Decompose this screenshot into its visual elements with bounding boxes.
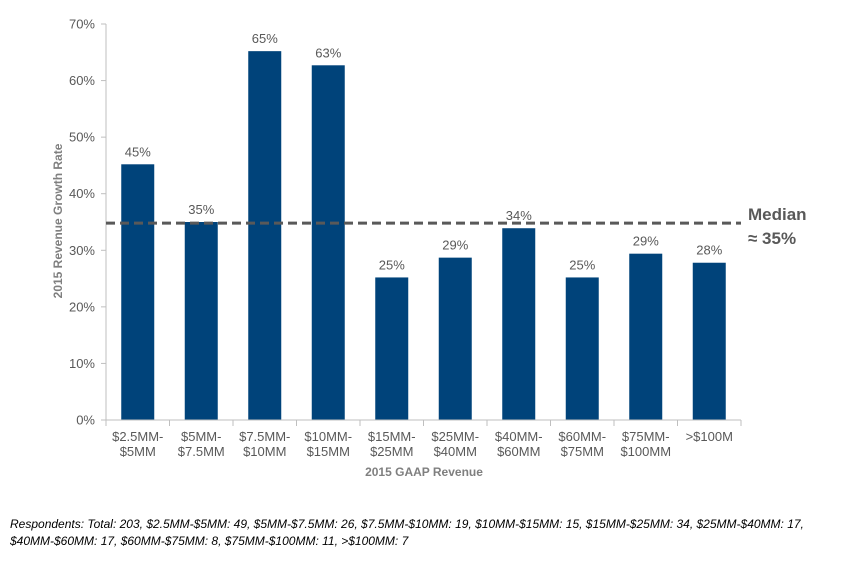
- data-label: 29%: [633, 234, 659, 249]
- bar: [248, 51, 282, 420]
- data-label: 29%: [442, 238, 468, 253]
- bar: [692, 262, 726, 420]
- respondents-footnote: Respondents: Total: 203, $2.5MM-$5MM: 49…: [10, 517, 804, 548]
- y-tick-label: 40%: [69, 186, 95, 201]
- x-tick-label: $2.5MM-$5MM: [112, 429, 163, 459]
- data-label: 45%: [125, 144, 151, 159]
- y-tick-label: 50%: [69, 130, 95, 145]
- bar: [565, 277, 599, 420]
- x-tick-label: $5MM-$7.5MM: [178, 429, 225, 459]
- data-label: 63%: [315, 45, 341, 60]
- bar: [629, 253, 663, 420]
- x-tick-label: $7.5MM-$10MM: [239, 429, 290, 459]
- bar: [121, 164, 155, 420]
- y-tick-label: 60%: [69, 73, 95, 88]
- y-tick-label: 10%: [69, 356, 95, 371]
- data-label: 25%: [379, 257, 405, 272]
- median-label: Median: [748, 205, 807, 224]
- x-tick-label: $60MM-$75MM: [558, 429, 606, 459]
- data-labels: 45% 35% 65% 63% 25% 29% 34% 25% 29% 28%: [125, 31, 723, 272]
- y-tick-label: 20%: [69, 299, 95, 314]
- bar: [184, 222, 218, 420]
- data-label: 35%: [188, 202, 214, 217]
- data-label: 65%: [252, 31, 278, 46]
- median-value: ≈ 35%: [748, 229, 796, 248]
- bar: [438, 257, 472, 420]
- x-tick-label: $15MM-$25MM: [368, 429, 416, 459]
- x-tick-label: >$100M: [686, 429, 733, 444]
- x-tick-label: $75MM-$100MM: [620, 429, 671, 459]
- x-tick-label: $10MM-$15MM: [304, 429, 352, 459]
- y-tick-label: 30%: [69, 243, 95, 258]
- y-tick-label: 0%: [76, 413, 95, 428]
- y-axis-ticks: 0% 10% 20% 30% 40% 50% 60% 70%: [69, 17, 107, 428]
- data-label: 28%: [696, 243, 722, 258]
- data-label: 34%: [506, 208, 532, 223]
- bar: [375, 277, 409, 420]
- median-line-group: Median ≈ 35%: [106, 205, 807, 248]
- data-label: 25%: [569, 257, 595, 272]
- bar: [502, 228, 536, 420]
- x-axis: $2.5MM-$5MM $5MM-$7.5MM $7.5MM-$10MM $10MM-…: [105, 419, 742, 459]
- x-axis-title: 2015 GAAP Revenue: [365, 465, 483, 479]
- bar: [311, 65, 345, 420]
- y-tick-label: 70%: [69, 17, 95, 32]
- bar-chart: 0% 10% 20% 30% 40% 50% 60% 70% 45% 35% 65% 63% 25% 2…: [51, 17, 807, 480]
- y-axis-title: 2015 Revenue Growth Rate: [51, 143, 65, 298]
- bars: [121, 51, 726, 420]
- x-tick-label: $40MM-$60MM: [495, 429, 543, 459]
- x-tick-label: $25MM-$40MM: [431, 429, 479, 459]
